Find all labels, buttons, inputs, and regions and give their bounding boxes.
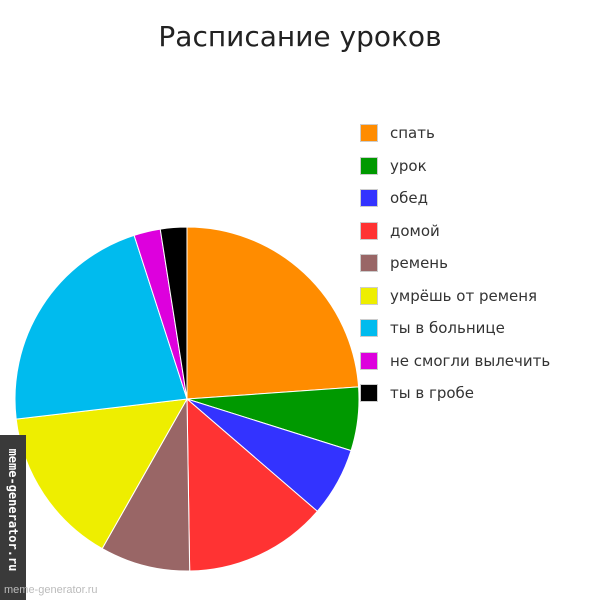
legend-swatch bbox=[360, 124, 378, 143]
legend-label: умрёшь от ременя bbox=[390, 286, 538, 305]
chart-title: Расписание уроков bbox=[158, 20, 442, 53]
legend-swatch bbox=[360, 221, 378, 240]
legend-label: ты в больнице bbox=[390, 319, 505, 338]
pie-slice-7 bbox=[14, 234, 188, 420]
watermark-side-bar bbox=[0, 435, 26, 600]
pie-slice-5 bbox=[101, 397, 191, 572]
pie-slice-1 bbox=[186, 226, 360, 400]
legend-item: ремень bbox=[360, 247, 550, 280]
legend-label: ремень bbox=[390, 254, 448, 273]
legend-label: обед bbox=[390, 189, 429, 208]
legend-item: урок bbox=[360, 150, 550, 183]
legend-swatch bbox=[360, 384, 378, 403]
legend-item: обед bbox=[360, 182, 550, 215]
legend-label: ты в гробе bbox=[390, 384, 475, 403]
watermark-side-text: meme-generator.ru bbox=[6, 448, 20, 572]
legend-swatch bbox=[360, 189, 378, 208]
legend-label: урок bbox=[390, 156, 427, 175]
pie-slice-4 bbox=[186, 397, 319, 572]
legend-swatch bbox=[360, 319, 378, 338]
legend-item: спать bbox=[360, 117, 550, 150]
legend-item: ты в больнице bbox=[360, 312, 550, 345]
legend-swatch bbox=[360, 351, 378, 370]
chart-legend: спать урок обед домой ремень умрёшь от ременя… bbox=[360, 117, 550, 410]
pie-slice-6 bbox=[15, 398, 188, 550]
legend-item: не смогли вылечить bbox=[360, 345, 550, 378]
legend-swatch bbox=[360, 286, 378, 305]
legend-label: спать bbox=[390, 124, 435, 143]
watermark-bottom-text: meme-generator.ru bbox=[4, 584, 98, 596]
legend-swatch bbox=[360, 254, 378, 273]
pie-slice-9 bbox=[159, 226, 188, 400]
legend-item: домой bbox=[360, 215, 550, 248]
legend-label: не смогли вылечить bbox=[390, 351, 551, 370]
legend-item: умрёшь от ременя bbox=[360, 280, 550, 313]
legend-label: домой bbox=[390, 221, 440, 240]
legend-item: ты в гробе bbox=[360, 377, 550, 410]
legend-swatch bbox=[360, 156, 378, 175]
